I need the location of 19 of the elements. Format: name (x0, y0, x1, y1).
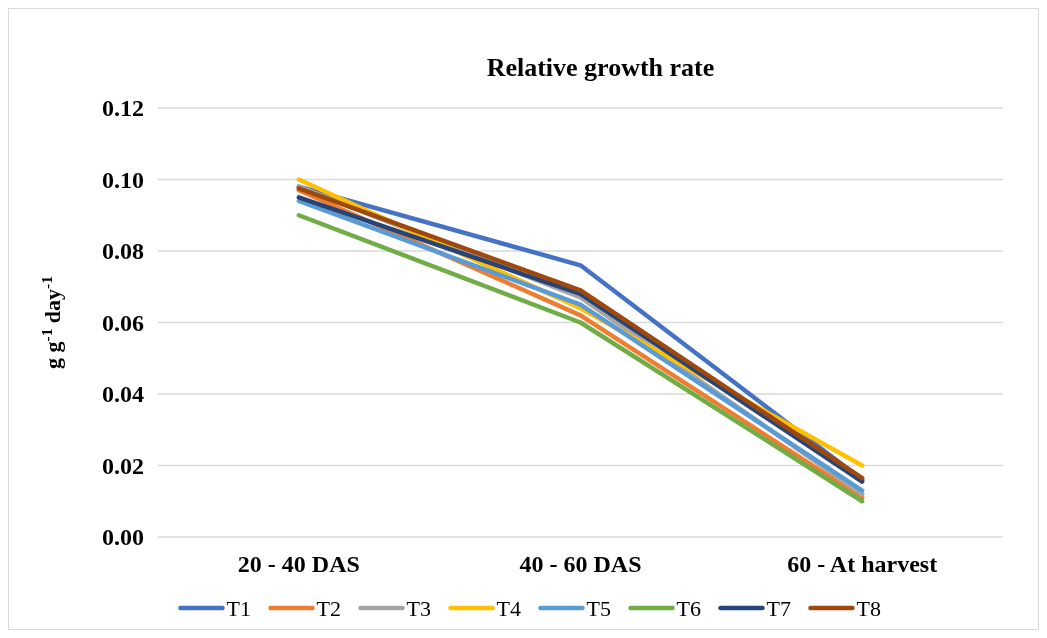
x-tick-label: 20 - 40 DAS (237, 551, 360, 577)
legend-label: T1 (226, 595, 251, 621)
legend-label: T5 (586, 595, 611, 621)
x-tick-label: 60 - At harvest (787, 551, 938, 577)
legend-label: T8 (856, 595, 881, 621)
y-tick-label: 0.12 (102, 95, 144, 122)
y-tick-label: 0.04 (102, 381, 144, 408)
y-tick-label: 0.08 (102, 238, 144, 265)
legend-label: T4 (496, 595, 521, 621)
legend-label: T6 (676, 595, 701, 621)
chart-title: Relative growth rate (486, 53, 715, 82)
y-tick-label: 0.06 (102, 309, 144, 336)
legend-label: T3 (406, 595, 431, 621)
x-tick-label: 40 - 60 DAS (519, 551, 642, 577)
legend-label: T7 (766, 595, 791, 621)
y-tick-label: 0.00 (102, 524, 144, 551)
y-tick-label: 0.02 (102, 452, 144, 479)
legend-label: T2 (316, 595, 341, 621)
y-tick-label: 0.10 (102, 166, 144, 193)
